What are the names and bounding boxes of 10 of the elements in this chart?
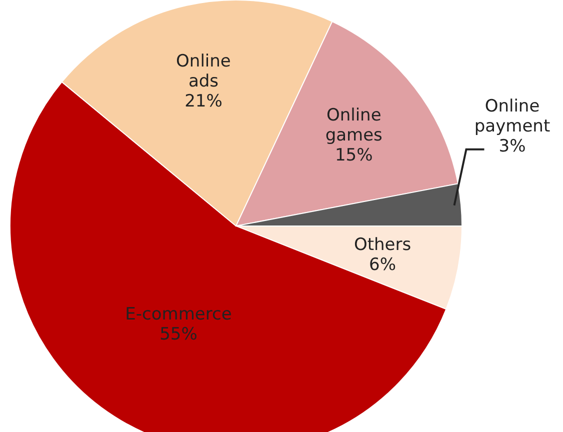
slice-label: Others <box>354 234 412 255</box>
data-label: 55% <box>160 324 198 344</box>
data-label: 3% <box>498 136 526 156</box>
slice-label: E-commerce <box>125 304 232 324</box>
data-label: 6% <box>369 254 396 275</box>
slice-label: Online payment <box>474 96 550 136</box>
slice-label: Online ads <box>176 51 231 92</box>
data-label: 21% <box>184 91 222 112</box>
data-label: 15% <box>334 146 373 166</box>
slice-label: Online games <box>325 106 383 146</box>
